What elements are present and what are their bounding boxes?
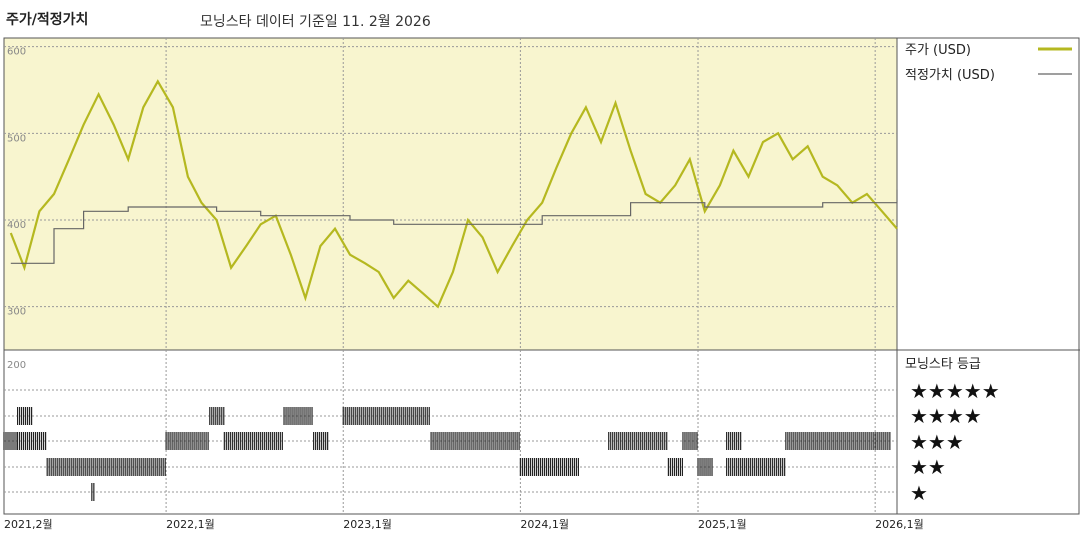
rating-bar-2-star xyxy=(697,458,713,476)
rating-bar-4-star xyxy=(16,407,33,425)
chart-series xyxy=(9,79,898,309)
star-row-1: ★ xyxy=(910,481,928,505)
rating-bar-3-star xyxy=(16,432,47,450)
star-row-3: ★★★ xyxy=(910,430,964,454)
rating-star-legend: ★★★★★★★★★★★★★★★ xyxy=(910,379,1000,505)
legend-price-label: 주가 (USD) xyxy=(905,43,971,58)
outer-border xyxy=(3,37,1080,515)
chart-grid xyxy=(4,38,897,514)
rating-bar-3-star xyxy=(726,432,742,450)
x-tick-label: 2024,1월 xyxy=(520,518,569,531)
rating-bar-1-star xyxy=(91,483,95,501)
rating-bar-3-star xyxy=(682,432,698,450)
rating-bar-3-star xyxy=(3,432,17,450)
chart-title: 주가/적정가치 xyxy=(6,12,89,28)
star-row-2: ★★ xyxy=(910,455,946,479)
x-tick-label: 2023,1월 xyxy=(343,518,392,531)
x-tick-label: 2022,1월 xyxy=(166,518,215,531)
star-row-5: ★★★★★ xyxy=(910,379,1000,403)
legend-fair-value-label: 적정가치 (USD) xyxy=(905,68,995,83)
rating-bar-3-star xyxy=(223,432,283,450)
rating-bar-3-star xyxy=(608,432,668,450)
rating-bar-3-star xyxy=(165,432,209,450)
y-tick-label: 600 xyxy=(7,47,26,58)
x-axis-ticks: 2021,2월 2022,1월 2023,1월 2024,1월 2025,1월 2026,… xyxy=(4,518,924,531)
rating-bar-2-star xyxy=(667,458,684,476)
rating-bar-3-star xyxy=(313,432,329,450)
rating-bar-2-star xyxy=(519,458,579,476)
rating-legend-title: 모닝스타 등급 xyxy=(905,357,981,372)
x-tick-label: 2026,1월 xyxy=(875,518,924,531)
star-row-4: ★★★★ xyxy=(910,404,982,428)
data-date-label: 모닝스타 데이터 기준일 11. 2월 2026 xyxy=(200,14,431,30)
chart-legend: 주가 (USD) 적정가치 (USD) 모닝스타 등급 xyxy=(905,43,1072,372)
rating-bar-2-star xyxy=(46,458,166,476)
price-line xyxy=(9,79,898,309)
fair-value-line xyxy=(10,189,898,264)
rating-bars xyxy=(3,407,891,501)
y-axis-ticks: 600 500 400 300 200 xyxy=(7,47,26,371)
rating-bar-4-star xyxy=(209,407,225,425)
plot-background xyxy=(4,38,897,350)
rating-axis-label: 200 xyxy=(7,360,26,371)
rating-bar-3-star xyxy=(430,432,520,450)
rating-bar-4-star xyxy=(283,407,313,425)
rating-bar-2-star xyxy=(726,458,786,476)
y-tick-label: 300 xyxy=(7,307,26,318)
y-tick-label: 500 xyxy=(7,133,26,144)
x-tick-label: 2021,2월 xyxy=(4,518,53,531)
x-tick-label: 2025,1월 xyxy=(698,518,747,531)
rating-bar-3-star xyxy=(785,432,891,450)
y-tick-label: 400 xyxy=(7,220,26,231)
rating-bar-4-star xyxy=(342,407,430,425)
